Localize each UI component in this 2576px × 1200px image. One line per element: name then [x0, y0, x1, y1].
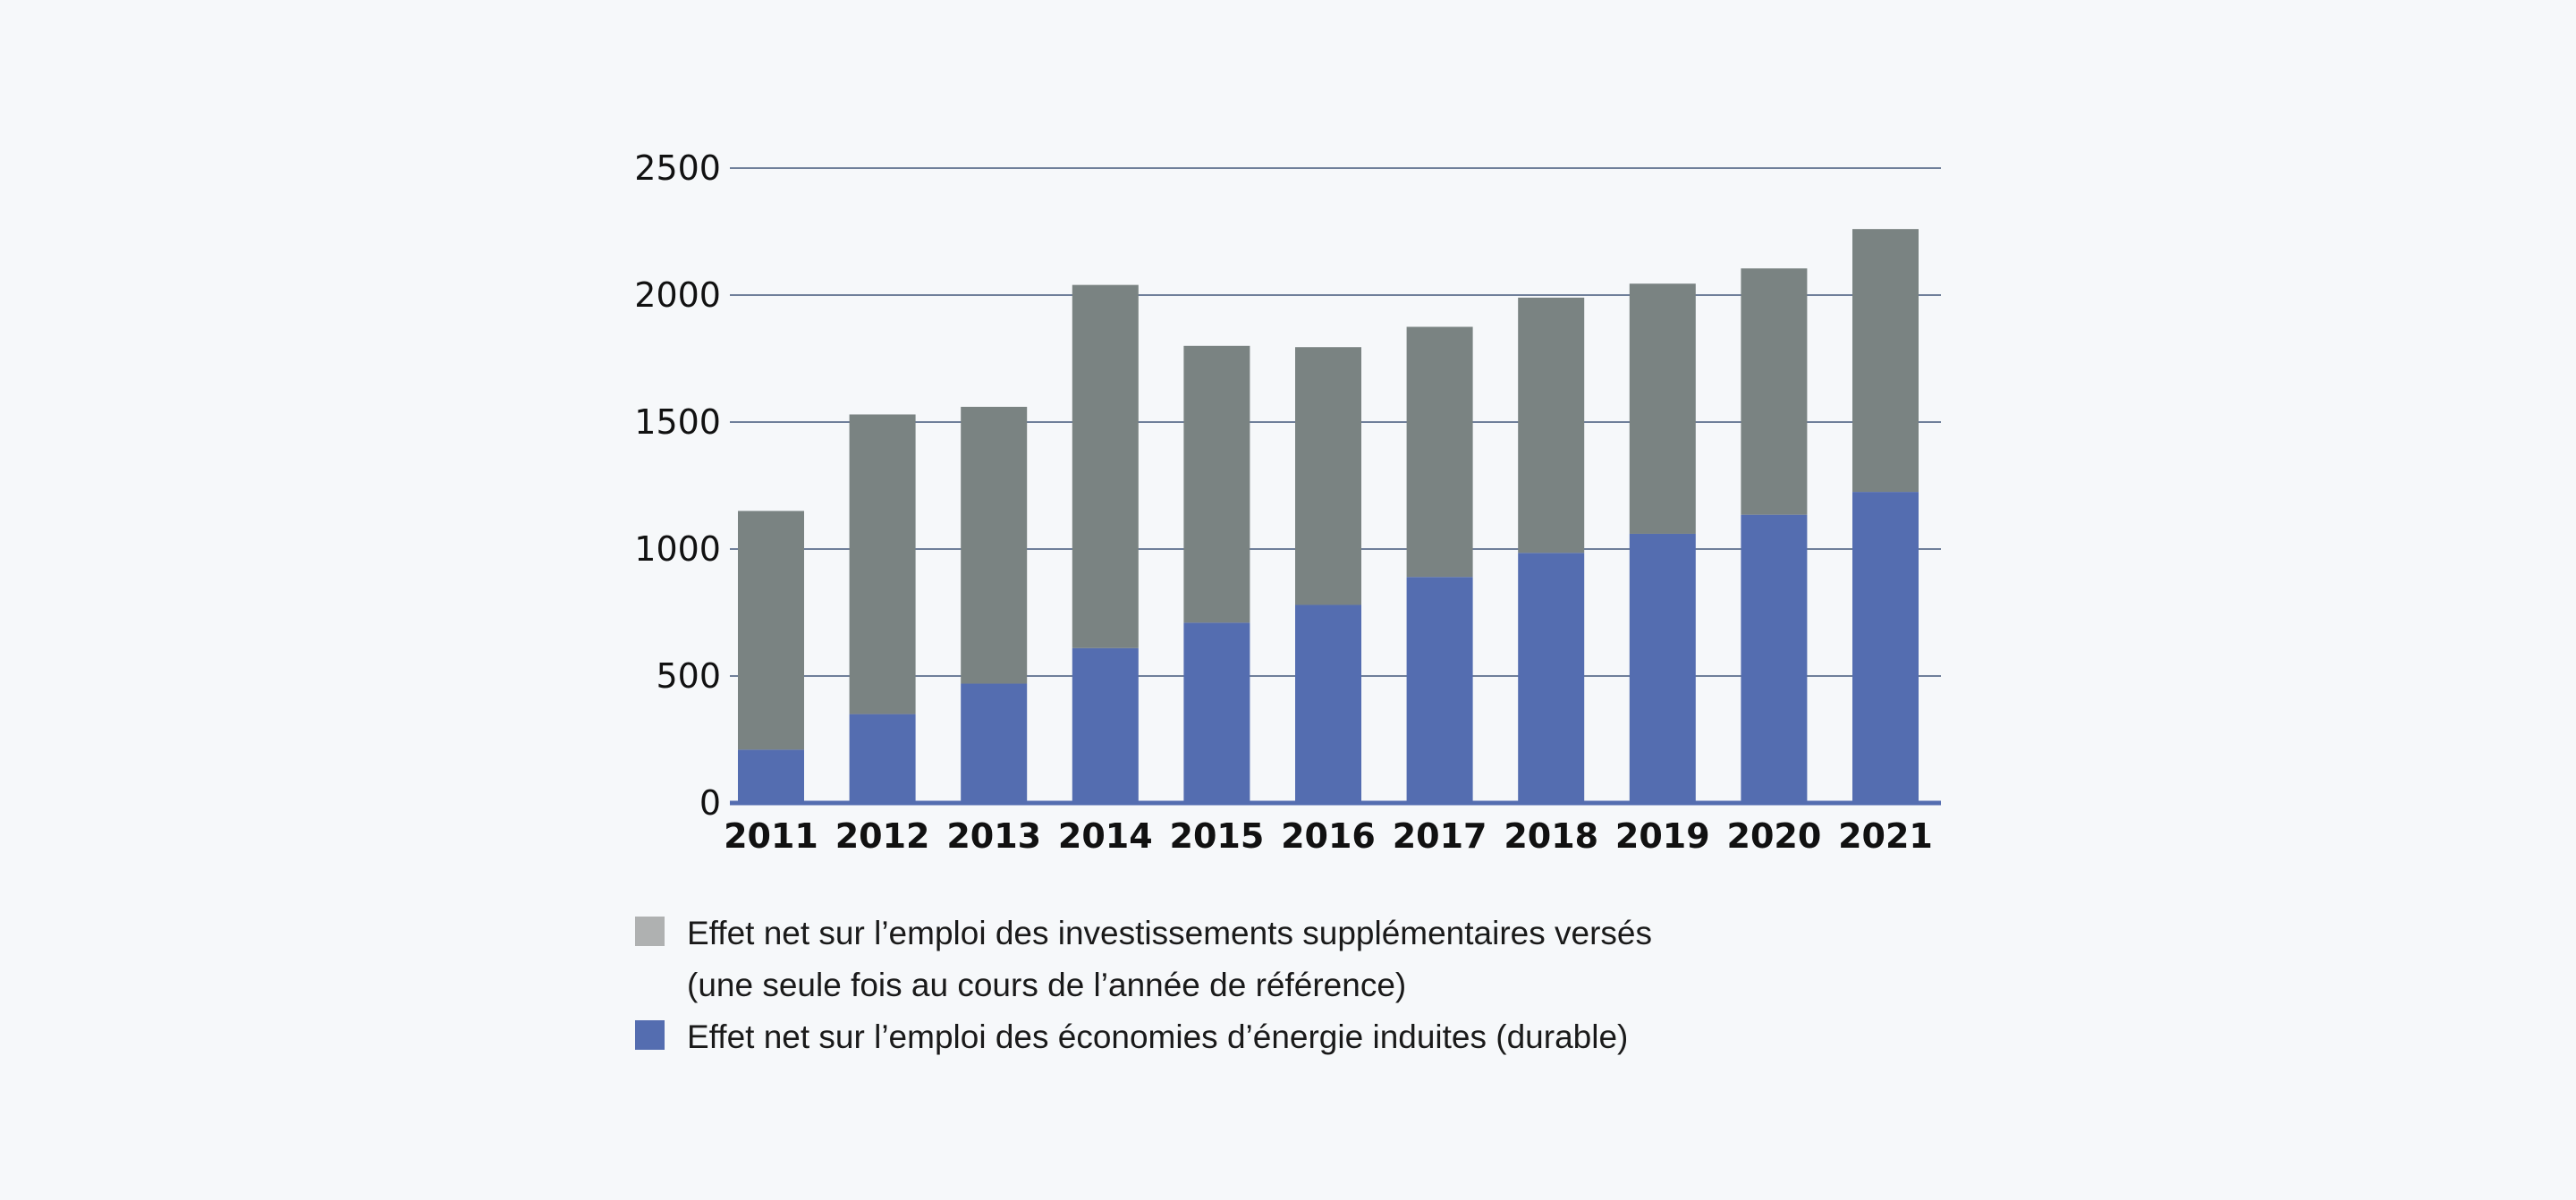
bar-segment-investments	[1741, 268, 1808, 515]
legend-label: Effet net sur l’emploi des économies d’é…	[687, 1018, 1629, 1055]
bar-segment-energy-savings	[849, 714, 916, 803]
bar-segment-energy-savings	[961, 683, 1028, 803]
x-tick-label: 2015	[1170, 816, 1265, 856]
bar-segment-investments	[1072, 284, 1139, 648]
legend-item-energy-savings: Effet net sur l’emploi des économies d’é…	[635, 1011, 1652, 1063]
bar-segment-investments	[1295, 347, 1361, 605]
bar-segment-energy-savings	[738, 749, 804, 803]
bar-segment-energy-savings	[1406, 577, 1473, 803]
bar-segment-energy-savings	[1183, 622, 1250, 803]
bar-segment-investments	[1183, 345, 1250, 623]
legend-swatch-blue	[635, 1020, 665, 1050]
x-tick-label: 2019	[1615, 816, 1710, 856]
y-tick-label: 1000	[634, 529, 721, 569]
bar-segment-energy-savings	[1295, 604, 1361, 803]
x-tick-label: 2016	[1281, 816, 1376, 856]
legend-label-line-1: Effet net sur l’emploi des investissemen…	[687, 915, 1652, 951]
bar-segment-energy-savings	[1629, 533, 1696, 803]
bar-segment-investments	[849, 414, 916, 714]
x-tick-label: 2020	[1727, 816, 1822, 856]
bar-segment-investments	[1406, 326, 1473, 578]
y-tick-label: 500	[656, 656, 721, 696]
y-tick-label: 2500	[634, 148, 721, 188]
legend-item-investments: Effet net sur l’emploi des investissemen…	[635, 908, 1652, 1011]
x-tick-label: 2017	[1393, 816, 1487, 856]
bar-segment-energy-savings	[1518, 553, 1585, 803]
bar-segment-investments	[961, 406, 1028, 684]
legend-label-line-2: (une seule fois au cours de l’année de r…	[687, 967, 1407, 1003]
bar-segment-investments	[1518, 297, 1585, 554]
bar-segment-investments	[738, 511, 804, 750]
x-tick-label: 2021	[1838, 816, 1933, 856]
x-tick-label: 2011	[724, 816, 818, 856]
bar-segment-energy-savings	[1852, 492, 1919, 803]
bar-segment-investments	[1852, 229, 1919, 493]
x-tick-label: 2012	[835, 816, 930, 856]
bar-segment-energy-savings	[1072, 647, 1139, 803]
y-tick-label: 0	[699, 783, 721, 823]
x-tick-label: 2014	[1058, 816, 1153, 856]
x-tick-label: 2018	[1504, 816, 1598, 856]
bar-segment-investments	[1629, 283, 1696, 534]
x-tick-label: 2013	[946, 816, 1041, 856]
y-tick-label: 1500	[634, 402, 721, 442]
legend-swatch-gray	[635, 917, 665, 946]
chart-legend: Effet net sur l’emploi des investissemen…	[635, 908, 1652, 1063]
y-tick-label: 2000	[634, 275, 721, 315]
bar-segment-energy-savings	[1741, 514, 1808, 803]
